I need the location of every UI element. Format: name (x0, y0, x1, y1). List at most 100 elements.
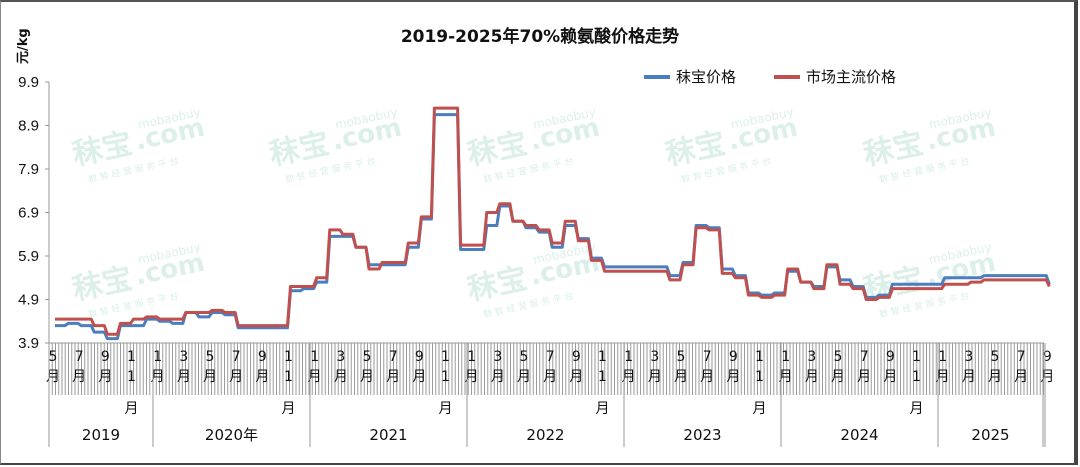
svg-text:3.9: 3.9 (18, 335, 39, 352)
svg-text:月: 月 (491, 369, 505, 385)
svg-text:9: 9 (1043, 349, 1052, 365)
svg-text:1: 1 (912, 369, 921, 385)
svg-text:秣宝: 秣宝 (860, 126, 926, 173)
svg-text:月: 月 (308, 369, 322, 385)
chart-title: 2019-2025年70%赖氨酸价格走势 (400, 27, 680, 47)
svg-text:月: 月 (255, 369, 269, 385)
svg-text:7: 7 (75, 349, 84, 365)
svg-text:月: 月 (910, 401, 924, 417)
svg-text:月: 月 (596, 401, 610, 417)
svg-text:月: 月 (1040, 369, 1054, 385)
svg-text:9.9: 9.9 (18, 74, 39, 91)
legend-item-mobao[interactable]: 秣宝价格 (644, 66, 736, 87)
svg-text:2020年: 2020年 (205, 426, 258, 444)
svg-text:5: 5 (677, 349, 686, 365)
svg-text:月: 月 (125, 401, 139, 417)
svg-text:1: 1 (755, 369, 764, 385)
svg-text:9: 9 (101, 349, 110, 365)
svg-text:2024: 2024 (840, 426, 878, 444)
svg-text:月: 月 (700, 369, 714, 385)
svg-text:3: 3 (493, 349, 502, 365)
svg-text:5: 5 (363, 349, 372, 365)
svg-text:1: 1 (127, 369, 136, 385)
svg-text:7: 7 (389, 349, 398, 365)
svg-text:3: 3 (964, 349, 973, 365)
svg-text:月: 月 (72, 369, 86, 385)
svg-text:秣宝: 秣宝 (464, 261, 530, 308)
svg-text:9: 9 (729, 349, 738, 365)
svg-text:2021: 2021 (369, 426, 407, 444)
svg-text:1: 1 (284, 349, 293, 365)
svg-text:9: 9 (258, 349, 267, 365)
legend-swatch-red (774, 74, 801, 79)
svg-text:月: 月 (1014, 369, 1028, 385)
svg-text:月: 月 (569, 369, 583, 385)
svg-text:9: 9 (415, 349, 424, 365)
svg-text:月: 月 (883, 369, 897, 385)
svg-text:月: 月 (229, 369, 243, 385)
svg-text:月: 月 (517, 369, 531, 385)
svg-text:月: 月 (674, 369, 688, 385)
legend-label: 秣宝价格 (676, 68, 737, 86)
svg-text:月: 月 (203, 369, 217, 385)
svg-text:月: 月 (936, 369, 950, 385)
svg-text:7: 7 (703, 349, 712, 365)
svg-text:秣宝: 秣宝 (662, 126, 728, 173)
svg-text:秣宝: 秣宝 (69, 261, 135, 308)
svg-text:1: 1 (598, 349, 607, 365)
svg-text:月: 月 (412, 369, 426, 385)
svg-text:1: 1 (938, 349, 947, 365)
series-line (55, 106, 1051, 336)
svg-text:2025: 2025 (971, 426, 1009, 444)
svg-text:1: 1 (598, 369, 607, 385)
svg-text:9: 9 (886, 349, 895, 365)
svg-text:月: 月 (360, 369, 374, 385)
svg-text:月: 月 (962, 369, 976, 385)
svg-text:1: 1 (467, 349, 476, 365)
svg-text:月: 月 (334, 369, 348, 385)
svg-text:月: 月 (779, 369, 793, 385)
svg-text:月: 月 (726, 369, 740, 385)
svg-text:秣宝: 秣宝 (69, 126, 135, 173)
svg-text:5: 5 (520, 349, 529, 365)
svg-text:月: 月 (622, 369, 636, 385)
series-line (55, 113, 1051, 341)
svg-text:月: 月 (831, 369, 845, 385)
svg-text:月: 月 (988, 369, 1002, 385)
svg-text:月: 月 (386, 369, 400, 385)
svg-text:月: 月 (753, 401, 767, 417)
svg-text:7: 7 (860, 349, 869, 365)
svg-text:月: 月 (805, 369, 819, 385)
svg-text:4.9: 4.9 (18, 292, 39, 309)
svg-text:5.9: 5.9 (18, 248, 39, 265)
svg-text:6.9: 6.9 (18, 205, 39, 222)
svg-text:月: 月 (543, 369, 557, 385)
legend-item-market[interactable]: 市场主流价格 (774, 66, 896, 87)
svg-text:5: 5 (834, 349, 843, 365)
svg-text:月: 月 (465, 369, 479, 385)
svg-text:2019: 2019 (82, 426, 120, 444)
svg-text:月: 月 (282, 401, 296, 417)
svg-text:3: 3 (179, 349, 188, 365)
legend: 秣宝价格 市场主流价格 (644, 66, 896, 87)
svg-text:1: 1 (755, 349, 764, 365)
svg-text:3: 3 (650, 349, 659, 365)
svg-text:1: 1 (912, 349, 921, 365)
svg-text:2022: 2022 (526, 426, 564, 444)
svg-text:1: 1 (127, 349, 136, 365)
svg-text:9: 9 (572, 349, 581, 365)
legend-swatch-blue (644, 74, 670, 79)
svg-text:1: 1 (624, 349, 633, 365)
svg-text:1: 1 (284, 369, 293, 385)
legend-label: 市场主流价格 (806, 68, 897, 86)
svg-text:7.9: 7.9 (18, 161, 39, 178)
